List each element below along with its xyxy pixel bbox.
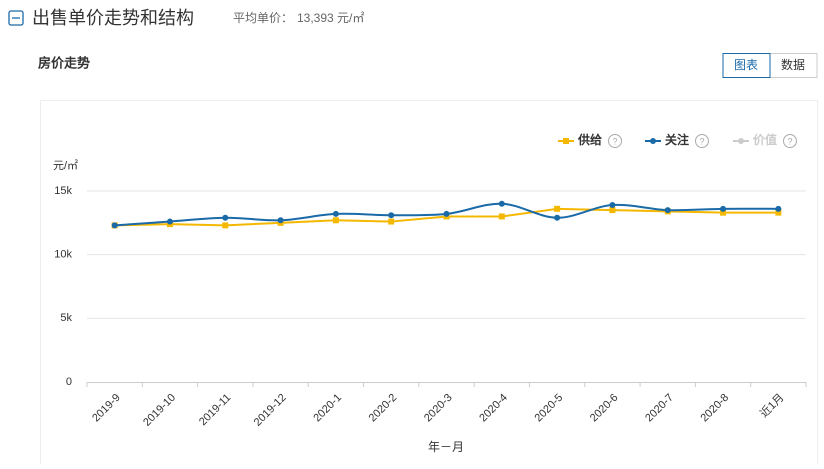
legend-swatch-marker	[738, 138, 744, 144]
data-point	[498, 213, 505, 220]
data-point	[609, 207, 616, 214]
data-point	[332, 210, 339, 217]
avg-value: 13,393 元/㎡	[297, 11, 364, 25]
x-tick-label: 2019-9	[90, 392, 123, 425]
data-point	[498, 200, 505, 207]
tab-chart[interactable]	[722, 53, 771, 78]
data-point	[222, 222, 229, 229]
data-point	[332, 217, 339, 224]
tab-data-label: 数据	[781, 57, 805, 72]
data-point	[277, 217, 284, 224]
y-tick-label: 10k	[54, 249, 72, 261]
help-icon	[695, 134, 709, 148]
data-point	[609, 202, 616, 209]
avg-label: 平均单价：	[233, 11, 293, 25]
data-point	[222, 214, 229, 221]
data-point	[111, 222, 118, 229]
legend-swatch-marker	[650, 138, 656, 144]
legend-label: 供给	[577, 132, 602, 147]
y-axis-label: 元/㎡	[53, 159, 78, 172]
data-point	[166, 218, 173, 225]
x-tick-label: 2020-4	[477, 392, 510, 425]
data-point	[388, 212, 395, 219]
help-icon	[608, 134, 622, 148]
data-point	[554, 214, 561, 221]
section-title: 房价走势	[38, 55, 90, 70]
help-icon-mark: ?	[699, 136, 704, 146]
data-point	[720, 209, 727, 216]
x-tick-label: 2020-7	[643, 392, 676, 425]
x-tick-label: 2019-12	[252, 392, 289, 429]
x-tick-label: 2020-1	[311, 392, 344, 425]
data-point	[388, 218, 395, 225]
x-tick-label: 近1月	[757, 391, 786, 420]
data-point	[664, 207, 671, 214]
help-icon-mark: ?	[612, 136, 617, 146]
x-tick-label: 2020-6	[588, 392, 621, 425]
y-tick-label: 0	[66, 376, 72, 388]
data-point	[443, 210, 450, 217]
x-tick-label: 2020-5	[533, 392, 566, 425]
tab-chart-label: 图表	[734, 58, 758, 72]
x-tick-label: 2019-11	[197, 392, 233, 428]
data-point	[554, 205, 561, 212]
help-icon	[783, 134, 797, 148]
legend-label: 价值	[753, 132, 777, 147]
legend-label: 关注	[665, 132, 689, 147]
x-tick-label: 2020-3	[422, 392, 455, 425]
data-point	[775, 209, 782, 216]
x-tick-label: 2020-8	[699, 392, 732, 425]
page-title: 出售单价走势和结构	[32, 8, 194, 28]
help-icon-mark: ?	[787, 136, 792, 146]
x-tick-label: 2019-10	[141, 392, 178, 429]
chart-panel	[40, 100, 818, 469]
data-point	[720, 205, 727, 212]
x-tick-label: 2020-2	[367, 392, 400, 425]
x-axis-label: 年－月	[428, 440, 464, 454]
y-tick-label: 5k	[60, 312, 72, 324]
legend-swatch-marker	[563, 138, 569, 144]
collapse-icon[interactable]	[8, 10, 24, 26]
y-tick-label: 15k	[54, 185, 72, 197]
data-point	[775, 205, 782, 212]
